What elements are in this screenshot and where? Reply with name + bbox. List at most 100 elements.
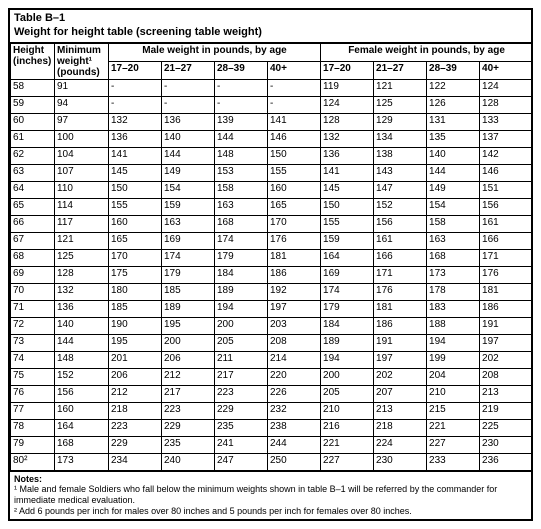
table-cell: 77 (11, 402, 55, 419)
table-cell: 136 (55, 300, 109, 317)
col-male-17-20: 17–20 (109, 61, 162, 79)
table-cell: 181 (268, 249, 321, 266)
table-cell: 161 (480, 215, 533, 232)
table-cell: 205 (321, 385, 374, 402)
table-cell: 119 (321, 79, 374, 96)
table-row: 79168229235241244221224227230 (11, 436, 533, 453)
table-cell: 208 (480, 368, 533, 385)
table-cell: 131 (427, 113, 480, 130)
table-cell: 200 (215, 317, 268, 334)
table-cell: 151 (480, 181, 533, 198)
table-cell: 128 (321, 113, 374, 130)
table-row: 70132180185189192174176178181 (11, 283, 533, 300)
table-cell: 155 (321, 215, 374, 232)
table-cell: 235 (162, 436, 215, 453)
table-cell: 64 (11, 181, 55, 198)
weight-height-table: Height (inches) Minimum weight¹ (pounds)… (10, 43, 533, 471)
table-cell: 97 (55, 113, 109, 130)
table-cell: 65 (11, 198, 55, 215)
table-cell: - (268, 96, 321, 113)
table-cell: 143 (374, 164, 427, 181)
table-cell: 180 (109, 283, 162, 300)
table-title-block: Table B–1 Weight for height table (scree… (10, 10, 531, 43)
table-cell: 212 (162, 368, 215, 385)
table-cell: 117 (55, 215, 109, 232)
table-cell: 121 (55, 232, 109, 249)
table-row: 66117160163168170155156158161 (11, 215, 533, 232)
table-cell: 192 (268, 283, 321, 300)
table-cell: 146 (268, 130, 321, 147)
table-cell: 149 (427, 181, 480, 198)
table-row: 61100136140144146132134135137 (11, 130, 533, 147)
table-cell: 174 (321, 283, 374, 300)
table-cell: 128 (55, 266, 109, 283)
table-cell: 211 (215, 351, 268, 368)
col-group-male: Male weight in pounds, by age (109, 43, 321, 61)
table-cell: 148 (215, 147, 268, 164)
table-cell: 188 (427, 317, 480, 334)
table-cell: 144 (427, 164, 480, 181)
table-cell: 194 (321, 351, 374, 368)
table-cell: 136 (109, 130, 162, 147)
table-cell: 185 (109, 300, 162, 317)
table-cell: 110 (55, 181, 109, 198)
table-cell: 129 (374, 113, 427, 130)
table-cell: - (162, 96, 215, 113)
table-cell: 205 (215, 334, 268, 351)
table-cell: 72 (11, 317, 55, 334)
table-cell: 150 (109, 181, 162, 198)
table-cell: 195 (162, 317, 215, 334)
table-cell: 161 (374, 232, 427, 249)
table-cell: 176 (480, 266, 533, 283)
table-cell: 141 (268, 113, 321, 130)
table-cell: 170 (109, 249, 162, 266)
table-cell: 229 (215, 402, 268, 419)
col-male-21-27: 21–27 (162, 61, 215, 79)
table-cell: 78 (11, 419, 55, 436)
table-cell: 152 (55, 368, 109, 385)
table-cell: 217 (215, 368, 268, 385)
table-cell: 168 (427, 249, 480, 266)
table-cell: 169 (162, 232, 215, 249)
table-cell: 136 (162, 113, 215, 130)
table-cell: 197 (480, 334, 533, 351)
col-male-28-39: 28–39 (215, 61, 268, 79)
table-cell: 75 (11, 368, 55, 385)
table-cell: 104 (55, 147, 109, 164)
table-cell: - (109, 96, 162, 113)
col-female-17-20: 17–20 (321, 61, 374, 79)
table-cell: 173 (55, 453, 109, 470)
table-cell: 181 (374, 300, 427, 317)
table-cell: 68 (11, 249, 55, 266)
table-cell: 240 (162, 453, 215, 470)
table-cell: 227 (321, 453, 374, 470)
table-row: 6097132136139141128129131133 (11, 113, 533, 130)
table-cell: 134 (374, 130, 427, 147)
table-cell: 154 (427, 198, 480, 215)
table-cell: 223 (215, 385, 268, 402)
table-cell: 153 (215, 164, 268, 181)
table-container: Table B–1 Weight for height table (scree… (8, 8, 533, 521)
table-cell: 213 (480, 385, 533, 402)
table-cell: 164 (55, 419, 109, 436)
table-row: 64110150154158160145147149151 (11, 181, 533, 198)
table-cell: 235 (215, 419, 268, 436)
table-cell: 71 (11, 300, 55, 317)
table-cell: 175 (109, 266, 162, 283)
table-cell: 66 (11, 215, 55, 232)
table-cell: 150 (321, 198, 374, 215)
table-cell: 250 (268, 453, 321, 470)
table-cell: 185 (162, 283, 215, 300)
table-notes: Notes: ¹ Male and female Soldiers who fa… (10, 471, 531, 519)
table-cell: 139 (215, 113, 268, 130)
table-cell: - (109, 79, 162, 96)
col-female-28-39: 28–39 (427, 61, 480, 79)
table-cell: 163 (427, 232, 480, 249)
table-cell: 150 (268, 147, 321, 164)
table-cell: 146 (480, 164, 533, 181)
table-row: 76156212217223226205207210213 (11, 385, 533, 402)
table-cell: 166 (480, 232, 533, 249)
table-cell: 189 (215, 283, 268, 300)
table-row: 73144195200205208189191194197 (11, 334, 533, 351)
table-cell: 114 (55, 198, 109, 215)
